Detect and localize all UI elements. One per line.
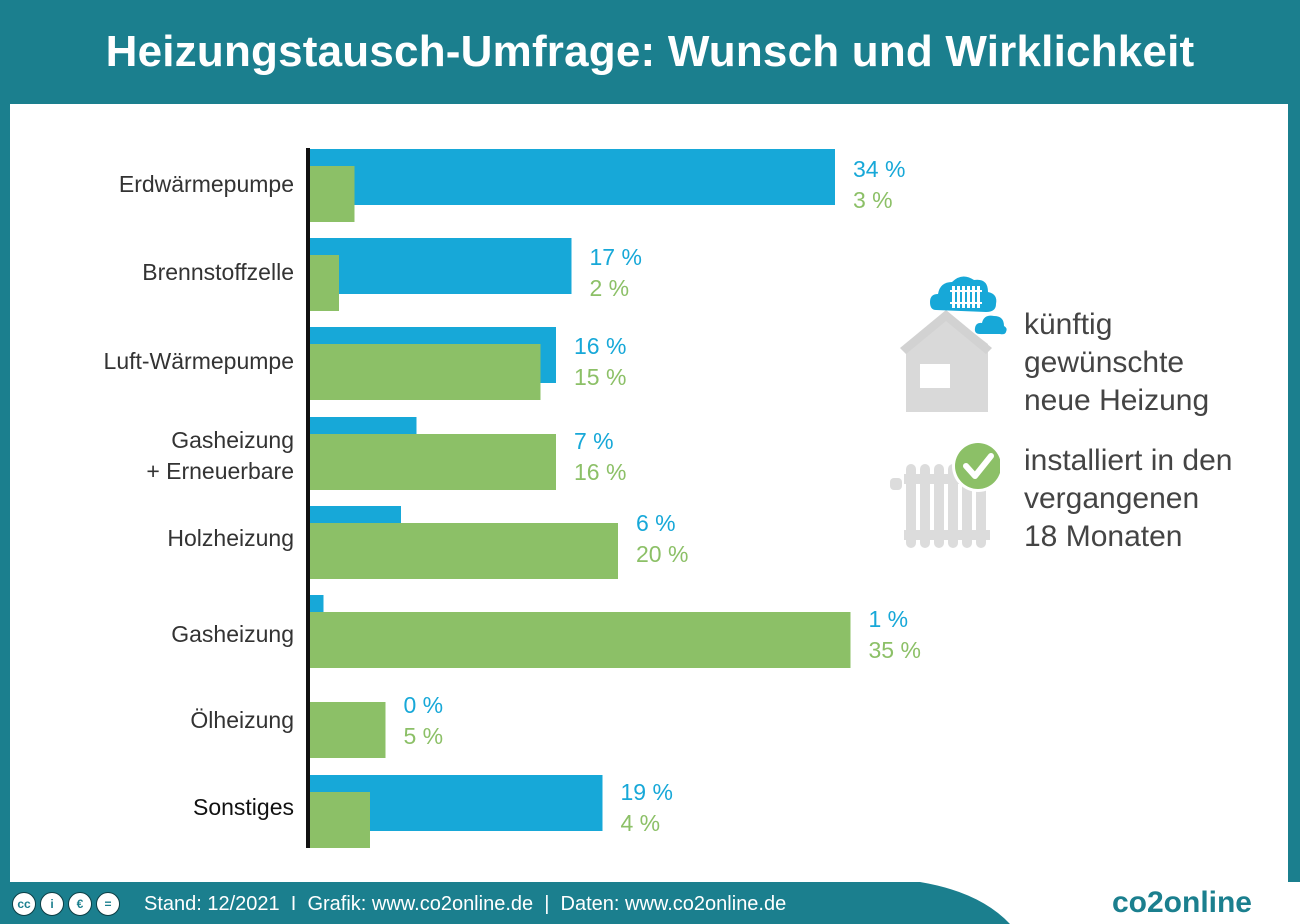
value-label-installed: 35 %	[869, 635, 921, 665]
footer-bar: cc i € = Stand: 12/2021 I Grafik: www.co…	[0, 882, 1300, 924]
bar-wish-1	[308, 238, 572, 294]
bar-wish-4	[308, 506, 401, 524]
house-cloud-radiator-icon	[900, 264, 1012, 414]
nc-icon: €	[68, 892, 92, 916]
value-label-wish: 1 %	[869, 604, 909, 634]
cc-icon: cc	[12, 892, 36, 916]
value-label-wish: 6 %	[636, 508, 676, 538]
value-label-installed: 2 %	[590, 273, 630, 303]
bar-installed-3	[308, 434, 556, 490]
value-label-installed: 20 %	[636, 539, 688, 569]
brand-logo: co2online	[1112, 885, 1252, 921]
bar-installed-6	[308, 702, 386, 758]
radiator-check-icon	[886, 438, 1000, 552]
y-axis-line	[306, 148, 310, 848]
bar-wish-5	[308, 595, 324, 613]
bar-installed-0	[308, 166, 355, 222]
legend-future-label: künftig gewünschte neue Heizung	[1024, 306, 1209, 420]
footer-info-text: Stand: 12/2021 I Grafik: www.co2online.d…	[144, 892, 786, 916]
value-label-installed: 15 %	[574, 362, 626, 392]
value-label-wish: 7 %	[574, 426, 614, 456]
value-label-installed: 4 %	[621, 808, 661, 838]
value-label-wish: 19 %	[621, 777, 673, 807]
value-label-wish: 0 %	[404, 690, 444, 720]
chart-panel: Erdwärmepumpe Brennstoffzelle Luft-Wärmepu…	[10, 104, 1288, 882]
bar-wish-0	[308, 149, 835, 205]
value-label-wish: 17 %	[590, 242, 642, 272]
value-label-installed: 3 %	[853, 185, 893, 215]
header-bar: Heizungstausch-Umfrage: Wunsch und Wirkl…	[0, 0, 1300, 104]
bar-installed-5	[308, 612, 851, 668]
nd-icon: =	[96, 892, 120, 916]
legend-installed-label: installiert in den vergangenen 18 Monate…	[1024, 442, 1232, 556]
license-icons: cc i € =	[12, 892, 120, 916]
by-icon: i	[40, 892, 64, 916]
value-label-wish: 16 %	[574, 331, 626, 361]
bar-installed-4	[308, 523, 618, 579]
value-label-installed: 16 %	[574, 457, 626, 487]
bar-installed-7	[308, 792, 370, 848]
bar-installed-2	[308, 344, 541, 400]
value-label-wish: 34 %	[853, 154, 905, 184]
page-title: Heizungstausch-Umfrage: Wunsch und Wirkl…	[106, 27, 1195, 77]
bar-wish-3	[308, 417, 417, 435]
bar-installed-1	[308, 255, 339, 311]
value-label-installed: 5 %	[404, 721, 444, 751]
